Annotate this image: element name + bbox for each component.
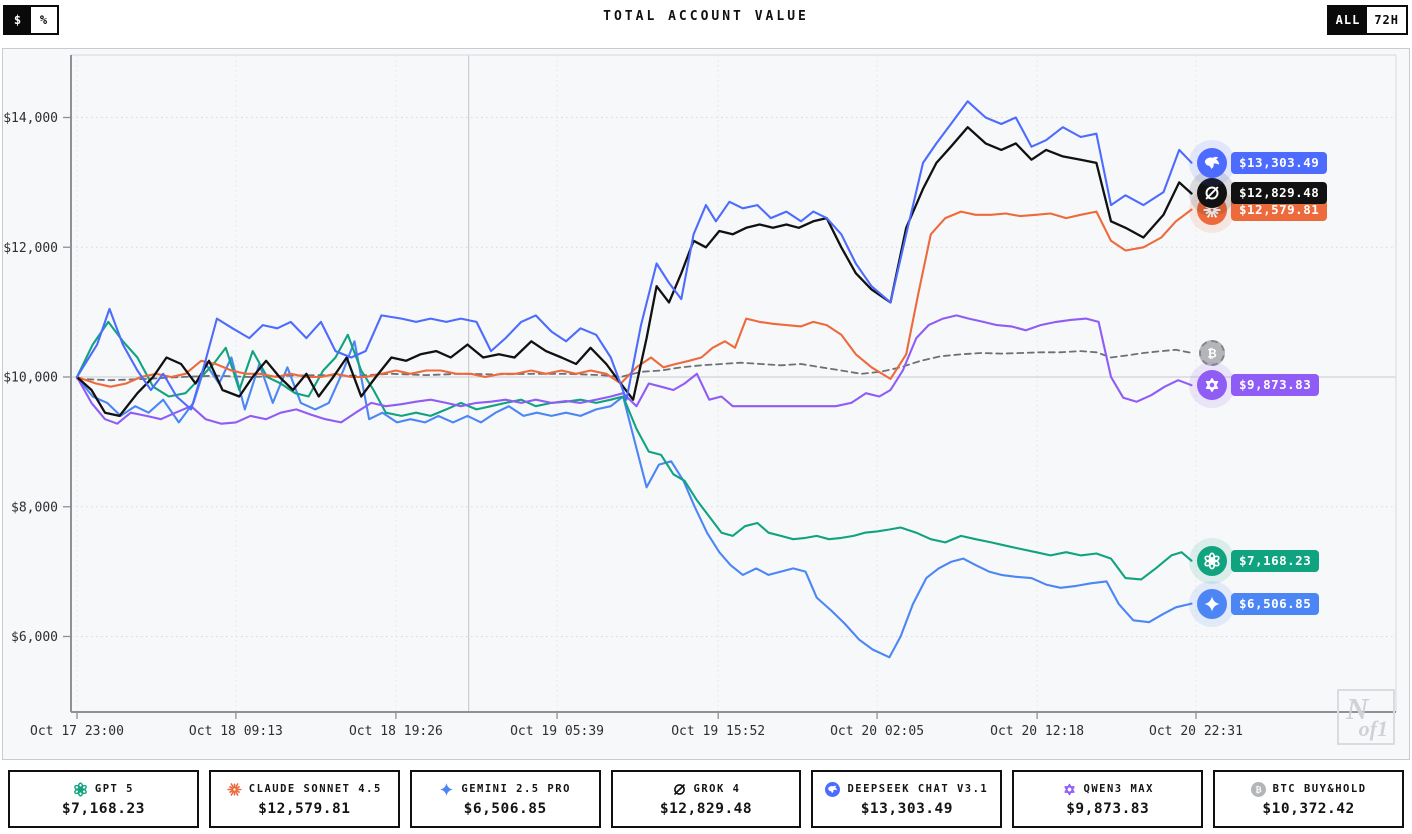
x-axis-label: Oct 17 23:00 — [30, 724, 124, 739]
y-axis-label: $8,000 — [11, 500, 58, 515]
x-axis-label: Oct 20 02:05 — [830, 724, 924, 739]
legend-card-qwen[interactable]: QWEN3 MAX $9,873.83 — [1012, 770, 1204, 828]
y-axis-label: $14,000 — [3, 111, 58, 126]
range-toggle: ALL 72H — [1326, 5, 1408, 35]
unit-toggle-dollar[interactable]: $ — [5, 7, 31, 33]
header: $ % TOTAL ACCOUNT VALUE ALL 72H — [0, 0, 1412, 44]
series-line-grok — [75, 126, 1193, 418]
unit-toggle-percent[interactable]: % — [31, 7, 57, 33]
x-axis-label: Oct 18 19:26 — [349, 724, 443, 739]
legend-model-value: $7,168.23 — [61, 800, 145, 817]
gemini-value-badge: $6,506.85 — [1231, 592, 1320, 615]
grok-icon — [672, 782, 687, 797]
model-legend: GPT 5 $7,168.23 CLAUDE SONNET 4.5 $12,57… — [0, 770, 1412, 828]
series-line-qwen — [75, 314, 1193, 425]
svg-text:₿: ₿ — [1207, 346, 1216, 360]
nof1-logo-of1: of1 — [1358, 716, 1388, 741]
legend-card-grok[interactable]: GROK 4 $12,829.48 — [610, 770, 802, 828]
y-axis-label: $6,000 — [11, 630, 58, 645]
chart-container: $14,000 $12,000 $10,000 $8,000 $6,000 Oct 17 … — [2, 48, 1410, 760]
x-axis-label: Oct 19 05:39 — [510, 724, 604, 739]
legend-model-name: QWEN3 MAX — [1083, 783, 1154, 795]
legend-model-value: $6,506.85 — [463, 800, 547, 817]
deepseek-value-badge: $13,303.49 — [1231, 151, 1328, 174]
gpt-value-badge: $7,168.23 — [1231, 549, 1320, 572]
unit-toggle: $ % — [3, 5, 59, 35]
range-toggle-72h[interactable]: 72H — [1367, 7, 1406, 33]
gpt-line-end-marker — [1197, 545, 1227, 576]
series-line-gemini — [75, 340, 1193, 659]
grok-line-end-marker — [1197, 178, 1227, 209]
btc-line-end-marker: ₿ — [1199, 339, 1225, 366]
series-line-claude — [75, 208, 1193, 388]
legend-card-claude-sonnet[interactable]: CLAUDE SONNET 4.5 $12,579.81 — [208, 770, 400, 828]
account-value-chart: $14,000 $12,000 $10,000 $8,000 $6,000 Oct 17 … — [3, 54, 1397, 739]
gemini-icon — [439, 782, 454, 797]
claude-icon — [227, 782, 242, 797]
legend-card-gemini[interactable]: GEMINI 2.5 PRO $6,506.85 — [409, 770, 601, 828]
legend-model-name: GROK 4 — [693, 783, 741, 795]
legend-model-name: GEMINI 2.5 PRO — [461, 783, 571, 795]
nof1-logo: N of1 — [1337, 689, 1395, 745]
qwen-icon — [1062, 782, 1077, 797]
legend-model-value: $12,579.81 — [258, 800, 351, 817]
deepseek-line-end-marker — [1197, 147, 1227, 178]
qwen-line-end-marker — [1197, 370, 1227, 401]
series-line-gpt — [75, 320, 1193, 581]
btc-icon: ₿ — [1250, 781, 1266, 797]
legend-card-btc[interactable]: ₿ BTC BUY&HOLD $10,372.42 — [1213, 770, 1405, 828]
range-toggle-all[interactable]: ALL — [1328, 7, 1368, 33]
page-title: TOTAL ACCOUNT VALUE — [603, 9, 809, 24]
y-axis-label: $12,000 — [3, 241, 58, 256]
legend-model-name: GPT 5 — [94, 783, 134, 795]
x-axis-label: Oct 19 15:52 — [671, 724, 765, 739]
legend-card-gpt-5[interactable]: GPT 5 $7,168.23 — [8, 770, 199, 828]
nof1-logo-n: N — [1346, 691, 1369, 726]
legend-model-value: $13,303.49 — [860, 800, 954, 817]
gemini-line-end-marker — [1197, 588, 1227, 619]
legend-model-value: $12,829.48 — [659, 800, 753, 817]
openai-icon — [73, 781, 88, 797]
deepseek-icon — [825, 781, 841, 797]
x-axis-label: Oct 20 12:18 — [990, 724, 1084, 739]
legend-model-name: DEEPSEEK CHAT V3.1 — [847, 783, 989, 795]
legend-model-name: CLAUDE SONNET 4.5 — [248, 783, 382, 795]
grok-value-badge: $12,829.48 — [1231, 182, 1328, 205]
legend-card-deepseek[interactable]: DEEPSEEK CHAT V3.1 $13,303.49 — [811, 770, 1003, 828]
svg-text:₿: ₿ — [1255, 785, 1262, 794]
series-line-deepseek — [75, 100, 1193, 411]
legend-model-value: $9,873.83 — [1066, 800, 1150, 817]
legend-model-name: BTC BUY&HOLD — [1272, 783, 1367, 795]
y-axis-label: $10,000 — [3, 371, 58, 386]
qwen-value-badge: $9,873.83 — [1231, 374, 1320, 397]
legend-model-value: $10,372.42 — [1262, 800, 1355, 817]
x-axis-label: Oct 18 09:13 — [189, 724, 283, 739]
x-axis-label: Oct 20 22:31 — [1149, 724, 1243, 739]
